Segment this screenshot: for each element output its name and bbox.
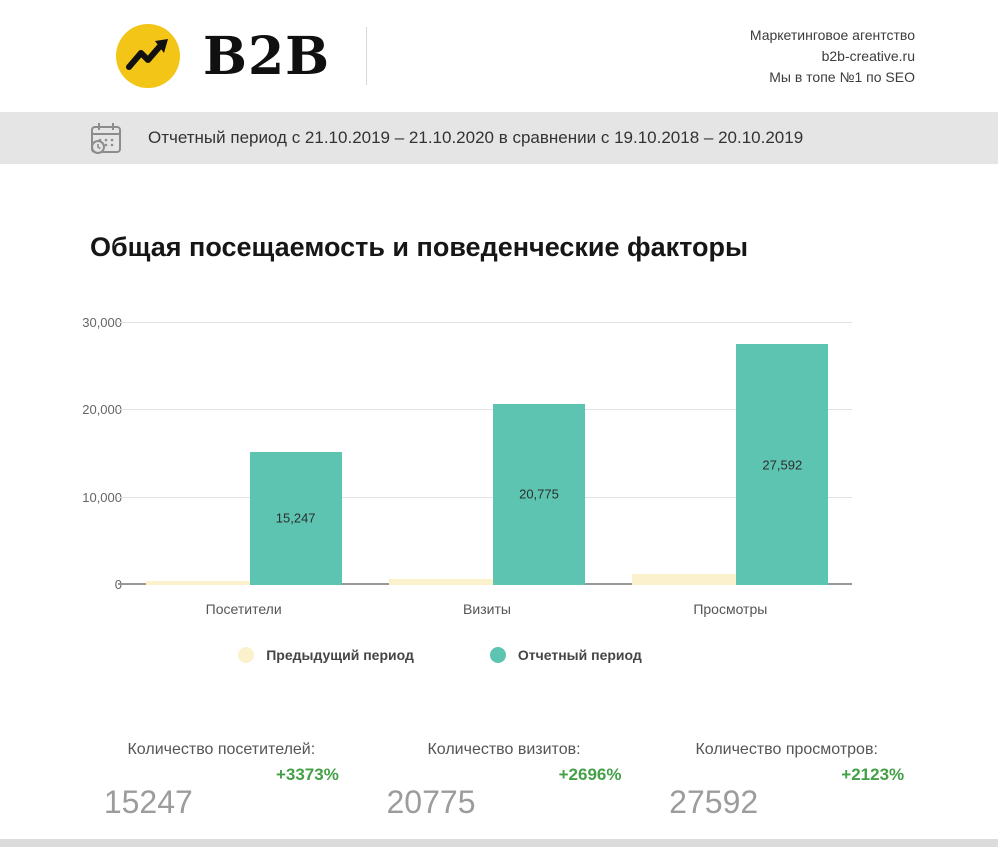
stat-label: Количество визитов: <box>427 741 581 758</box>
stat-value: 27592 <box>669 784 759 820</box>
bar-groups: 15,247 20,775 27,592 <box>122 323 852 585</box>
bar-previous-period-2 <box>632 574 737 585</box>
y-tick-label: 10,000 <box>82 489 122 505</box>
legend-dot-icon <box>238 647 255 663</box>
logo-text: B2B <box>203 25 331 87</box>
report-period-banner: Отчетный период с 21.10.2019 – 21.10.202… <box>0 112 998 164</box>
stat-percent: +2696% <box>558 765 622 784</box>
y-axis: 0 10,000 20,000 30,000 <box>10 315 122 592</box>
stat-label: Количество посетителей: <box>127 741 316 758</box>
stat-percent: +2123% <box>841 765 905 784</box>
stat-visits: Количество визитов: +2696% 20775 <box>363 741 646 819</box>
agency-name: Маркетинговое агентство <box>749 26 915 43</box>
bar-report-period-2: 27,592 <box>736 344 829 585</box>
bar-value-label: 27,592 <box>762 457 803 473</box>
logo: B2B <box>115 23 368 89</box>
bar-group: 15,247 <box>122 323 365 585</box>
agency-url: b2b-creative.ru <box>821 47 915 64</box>
logo-divider <box>366 27 368 85</box>
y-tick-label: 20,000 <box>82 402 122 418</box>
x-axis: Посетители Визиты Просмотры <box>122 601 852 617</box>
gridline <box>118 409 852 411</box>
gridline <box>118 496 852 498</box>
stats-row: Количество посетителей: +3373% 15247 Кол… <box>80 741 928 819</box>
x-axis-label: Просмотры <box>693 601 768 617</box>
legend-item-previous-period: Предыдущий период <box>238 647 414 663</box>
bar-group: 27,592 <box>609 323 852 585</box>
page-title: Общая посещаемость и поведенческие факто… <box>90 232 749 262</box>
bar-previous-period-0 <box>145 581 250 585</box>
report-period-text: Отчетный период с 21.10.2019 – 21.10.202… <box>148 128 804 147</box>
legend-label: Отчетный период <box>517 647 642 663</box>
bar-group: 20,775 <box>365 323 608 585</box>
bar-value-label: 15,247 <box>275 510 316 526</box>
legend-label: Предыдущий период <box>266 647 414 663</box>
y-tick-label: 0 <box>115 576 122 594</box>
stat-label: Количество просмотров: <box>695 741 878 758</box>
chart-plot: 15,247 20,775 27,592 <box>118 322 852 585</box>
legend-dot-icon <box>489 647 506 663</box>
stat-visitors: Количество посетителей: +3373% 15247 <box>80 741 363 819</box>
stat-value: 15247 <box>103 784 193 820</box>
legend-item-report-period: Отчетный период <box>489 647 642 663</box>
bar-report-period-0: 15,247 <box>249 451 342 585</box>
bar-value-label: 20,775 <box>519 486 559 502</box>
page-bottom-strip <box>0 839 998 847</box>
gridline <box>118 322 852 323</box>
x-axis-label: Посетители <box>205 601 282 617</box>
agency-info: Маркетинговое агентство b2b-creative.ru … <box>750 25 915 88</box>
header: B2B Маркетинговое агентство b2b-creative… <box>0 0 998 112</box>
bar-report-period-1: 20,775 <box>492 403 585 585</box>
stat-percent: +3373% <box>275 765 339 784</box>
y-tick-label: 30,000 <box>82 315 122 330</box>
x-axis-label: Визиты <box>463 601 511 617</box>
bar-chart: 0 10,000 20,000 30,000 15,247 20,775 27,592 П… <box>0 315 998 663</box>
bar-previous-period-1 <box>388 578 493 585</box>
chart-legend: Предыдущий период Отчетный период <box>0 647 880 663</box>
agency-slogan: Мы в топе №1 по SEO <box>769 68 915 85</box>
logo-lightning-icon <box>115 23 181 89</box>
stat-value: 20775 <box>386 784 476 820</box>
calendar-clock-icon <box>88 120 124 156</box>
stat-pageviews: Количество просмотров: +2123% 27592 <box>645 741 928 819</box>
